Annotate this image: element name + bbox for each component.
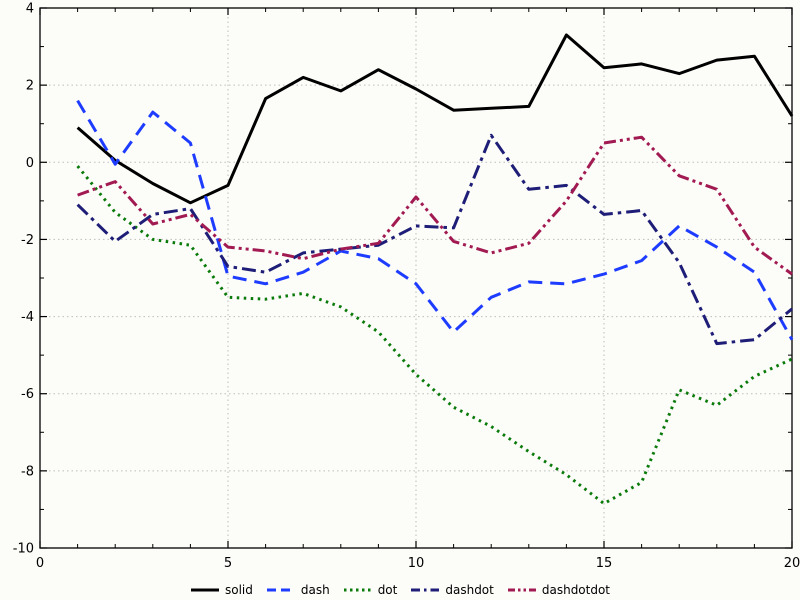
x-tick-label: 0 xyxy=(36,556,44,571)
legend-item-dash: dash xyxy=(266,583,330,597)
y-tick-label: -2 xyxy=(21,233,34,248)
legend-item-dot: dot xyxy=(343,583,398,597)
y-tick-label: -4 xyxy=(21,310,34,325)
y-tick-label: 0 xyxy=(26,156,34,171)
legend-line-sample-solid xyxy=(190,588,219,592)
series-line-dashdotdot xyxy=(77,135,793,276)
legend-label-dashdotdot: dashdotdot xyxy=(541,583,611,597)
y-tick-label: 4 xyxy=(26,2,34,17)
x-tick-label: 10 xyxy=(408,556,425,571)
legend-item-dashdotdot: dashdotdot xyxy=(507,583,610,597)
plot-frame xyxy=(39,7,793,549)
legend-item-solid: solid xyxy=(190,583,253,597)
legend-item-dashdot: dashdot xyxy=(410,583,494,597)
x-tick-label: 5 xyxy=(224,556,232,571)
legend-line-sample-dash xyxy=(266,588,295,592)
y-tick-label: -8 xyxy=(21,464,34,479)
series-line-dot xyxy=(76,165,793,506)
series-line-solid xyxy=(76,33,794,205)
y-tick-label: 2 xyxy=(26,79,34,94)
legend-label-dash: dash xyxy=(300,583,330,597)
legend-line-sample-dashdotdot xyxy=(507,588,536,592)
series-line-dash xyxy=(76,99,794,341)
series-line-dashdot xyxy=(76,133,793,346)
y-tick-label: -6 xyxy=(21,387,34,402)
legend-line-sample-dashdot xyxy=(411,588,440,592)
x-tick-label: 20 xyxy=(784,556,800,571)
chart-legend: solid dash dot dashdot dashdotdot xyxy=(0,583,800,597)
x-tick-label: 15 xyxy=(596,556,613,571)
legend-label-dashdot: dashdot xyxy=(445,583,494,597)
legend-label-solid: solid xyxy=(224,583,253,597)
legend-label-dot: dot xyxy=(377,583,398,597)
y-tick-label: -10 xyxy=(13,542,34,557)
legend-line-sample-dot xyxy=(343,588,372,592)
